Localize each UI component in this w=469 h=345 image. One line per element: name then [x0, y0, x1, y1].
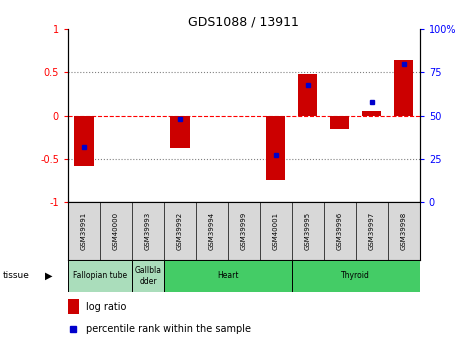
Text: GSM39993: GSM39993	[145, 212, 151, 250]
Bar	[75, 116, 94, 166]
Text: GSM40000: GSM40000	[113, 212, 119, 250]
Bar	[164, 260, 292, 292]
Text: GSM40001: GSM40001	[273, 212, 279, 250]
Text: GSM39995: GSM39995	[305, 212, 311, 250]
Text: GSM39999: GSM39999	[241, 212, 247, 250]
Text: Gallbla
dder: Gallbla dder	[135, 266, 161, 286]
Text: GSM39998: GSM39998	[401, 212, 407, 250]
Text: GSM39994: GSM39994	[209, 212, 215, 250]
Text: GSM39991: GSM39991	[81, 212, 87, 250]
Text: ▶: ▶	[45, 271, 52, 281]
Bar	[68, 260, 132, 292]
Bar	[292, 260, 420, 292]
Title: GDS1088 / 13911: GDS1088 / 13911	[189, 15, 299, 28]
Text: GSM39996: GSM39996	[337, 212, 343, 250]
Text: Thyroid: Thyroid	[341, 272, 370, 280]
Text: Heart: Heart	[217, 272, 239, 280]
Bar	[132, 260, 164, 292]
Text: percentile rank within the sample: percentile rank within the sample	[85, 324, 250, 334]
Bar	[266, 116, 286, 180]
Text: GSM39992: GSM39992	[177, 212, 183, 250]
Bar	[362, 111, 381, 116]
Bar	[330, 116, 349, 128]
Text: GSM39997: GSM39997	[369, 212, 375, 250]
Text: Fallopian tube: Fallopian tube	[73, 272, 127, 280]
Bar	[394, 59, 413, 116]
Bar	[170, 116, 189, 148]
Bar	[298, 74, 318, 116]
Bar	[68, 299, 78, 314]
Text: log ratio: log ratio	[85, 303, 126, 312]
Text: tissue: tissue	[2, 272, 29, 280]
